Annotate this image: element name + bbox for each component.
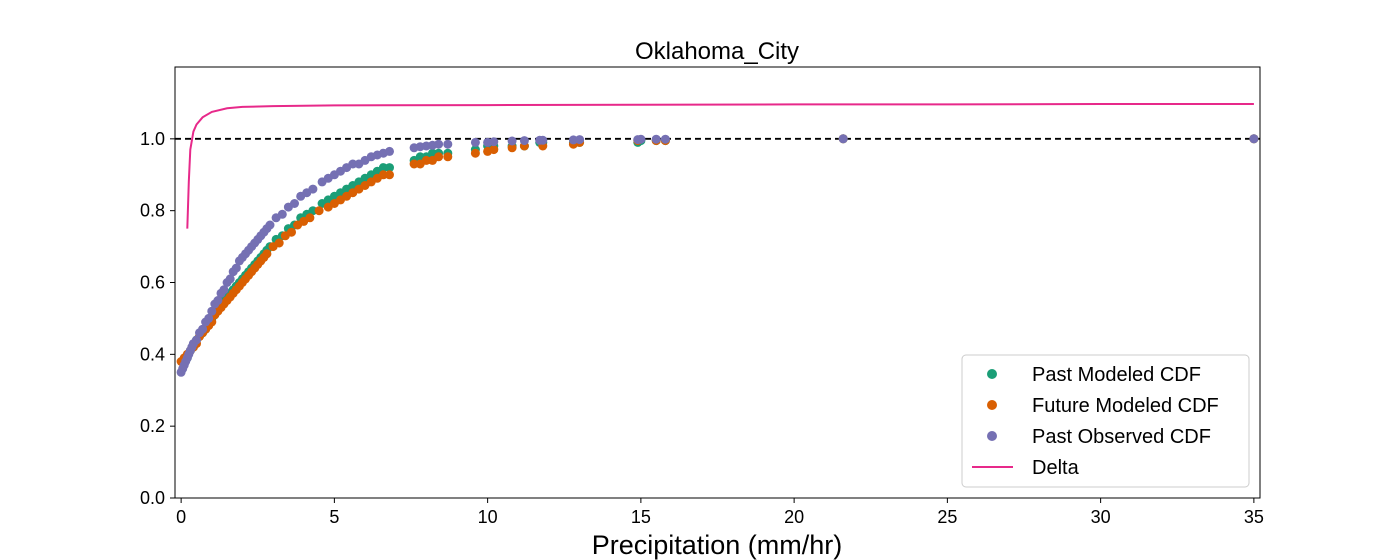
data-point bbox=[507, 136, 517, 146]
data-point bbox=[636, 134, 646, 144]
delta-line bbox=[186, 103, 1254, 229]
data-point bbox=[385, 170, 394, 180]
x-tick-label: 20 bbox=[784, 507, 804, 527]
data-point bbox=[262, 249, 272, 259]
data-point bbox=[314, 206, 324, 216]
data-point bbox=[538, 135, 548, 145]
data-point bbox=[198, 324, 208, 334]
data-point bbox=[1249, 134, 1259, 144]
data-point bbox=[470, 148, 480, 158]
data-point bbox=[507, 143, 517, 153]
data-point bbox=[489, 145, 499, 155]
y-tick-label: 0.6 bbox=[140, 273, 165, 293]
data-point bbox=[265, 220, 275, 230]
x-tick-label: 30 bbox=[1091, 507, 1111, 527]
data-point bbox=[274, 238, 284, 248]
data-point bbox=[219, 285, 229, 295]
data-point bbox=[385, 163, 394, 173]
data-point bbox=[838, 134, 848, 144]
y-tick-label: 0.0 bbox=[140, 488, 165, 508]
chart-title: Oklahoma_City bbox=[635, 38, 799, 65]
data-point bbox=[385, 146, 394, 156]
plot-area bbox=[175, 103, 1260, 377]
x-tick-label: 10 bbox=[478, 507, 498, 527]
data-point bbox=[489, 137, 499, 147]
y-tick-label: 0.8 bbox=[140, 201, 165, 221]
data-point bbox=[434, 152, 444, 162]
y-axis: 0.0 0.2 0.4 0.6 0.8 1.0 bbox=[140, 129, 175, 508]
legend-label: Past Modeled CDF bbox=[1032, 364, 1201, 386]
data-point bbox=[204, 313, 214, 323]
data-point bbox=[225, 274, 235, 284]
data-point bbox=[470, 137, 480, 147]
data-point bbox=[277, 209, 287, 219]
legend-swatch-marker bbox=[987, 369, 997, 379]
data-point bbox=[660, 134, 670, 144]
x-tick-label: 5 bbox=[329, 507, 339, 527]
y-tick-label: 0.4 bbox=[140, 344, 165, 364]
x-tick-label: 0 bbox=[176, 507, 186, 527]
x-tick-label: 35 bbox=[1244, 507, 1264, 527]
data-point bbox=[305, 213, 315, 223]
y-tick-label: 0.2 bbox=[140, 416, 165, 436]
series-3 bbox=[186, 103, 1254, 229]
legend-box bbox=[961, 354, 1250, 488]
data-point bbox=[421, 155, 431, 165]
data-point bbox=[443, 152, 453, 162]
data-point bbox=[290, 199, 299, 208]
data-point bbox=[519, 136, 529, 146]
data-point bbox=[651, 134, 661, 144]
data-point bbox=[575, 135, 585, 145]
legend-label: Future Modeled CDF bbox=[1032, 395, 1219, 417]
data-point bbox=[308, 206, 318, 216]
x-tick-label: 15 bbox=[631, 507, 651, 527]
data-layer bbox=[175, 103, 1260, 377]
data-point bbox=[213, 296, 223, 305]
data-point bbox=[192, 335, 201, 345]
data-point bbox=[287, 227, 296, 237]
x-axis-label: Precipitation (mm/hr) bbox=[592, 530, 843, 560]
data-point bbox=[207, 306, 217, 316]
data-point bbox=[308, 184, 318, 194]
data-point bbox=[443, 139, 453, 149]
legend: Past Modeled CDF Future Modeled CDF Past O… bbox=[961, 354, 1250, 488]
legend-swatch-marker bbox=[987, 431, 997, 441]
x-axis: 0 5 10 15 20 25 30 35 bbox=[176, 498, 1264, 527]
data-point bbox=[434, 139, 444, 149]
legend-swatch-marker bbox=[987, 400, 997, 410]
legend-label: Past Observed CDF bbox=[1032, 426, 1211, 448]
x-tick-label: 25 bbox=[937, 507, 957, 527]
y-tick-label: 1.0 bbox=[140, 129, 165, 149]
data-point bbox=[231, 263, 241, 273]
series-2 bbox=[176, 134, 1259, 377]
legend-label: Delta bbox=[1032, 457, 1080, 479]
